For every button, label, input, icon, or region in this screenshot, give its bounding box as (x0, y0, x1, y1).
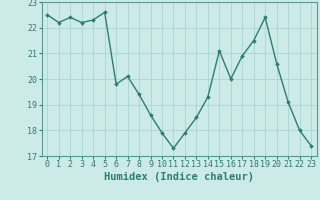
X-axis label: Humidex (Indice chaleur): Humidex (Indice chaleur) (104, 172, 254, 182)
